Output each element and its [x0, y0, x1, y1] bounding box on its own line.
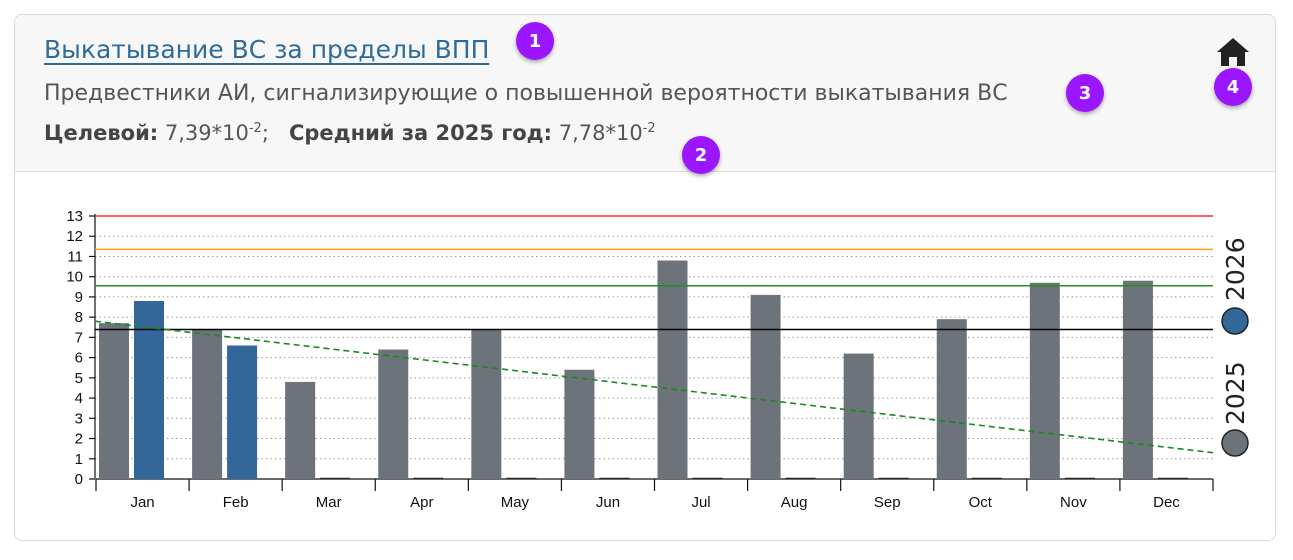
- y-tick-label: 2: [75, 431, 83, 448]
- y-tick-label: 7: [75, 329, 83, 346]
- y-tick-label: 9: [75, 289, 83, 306]
- bar-2025-Oct: [936, 319, 967, 479]
- chart-card: Выкатывание ВС за пределы ВПП Предвестни…: [14, 14, 1276, 541]
- average-label: Средний за 2025 год:: [288, 121, 553, 145]
- annotation-badge-4: 4: [1214, 68, 1252, 106]
- x-tick-label: Apr: [410, 494, 433, 511]
- chart-subtitle: Предвестники АИ, сигнализирующие о повыш…: [44, 81, 1008, 106]
- annotation-badge-3: 3: [1066, 74, 1104, 112]
- average-exponent: -2: [642, 121, 656, 136]
- bar-2025-Dec: [1122, 280, 1153, 479]
- bar-2025-Mar: [285, 381, 316, 479]
- bar-2025-Apr: [378, 349, 409, 479]
- bar-2025-Feb: [192, 329, 223, 479]
- bar-2026-Feb: [227, 345, 258, 479]
- card-header: Выкатывание ВС за пределы ВПП Предвестни…: [15, 15, 1275, 172]
- annotation-badge-1: 1: [516, 22, 554, 60]
- y-tick-label: 8: [75, 309, 83, 326]
- x-tick-label: Aug: [781, 494, 808, 511]
- x-tick-label: May: [501, 494, 530, 511]
- y-tick-label: 13: [66, 208, 83, 225]
- legend-label-2025: 2025: [1221, 361, 1250, 425]
- legend-label-2026: 2026: [1221, 237, 1250, 301]
- y-tick-label: 12: [66, 228, 83, 245]
- x-tick-label: Jul: [691, 494, 710, 511]
- y-tick-label: 6: [75, 350, 83, 367]
- x-tick-label: Sep: [874, 494, 901, 511]
- y-tick-label: 10: [66, 269, 83, 286]
- target-separator: ;: [261, 121, 269, 145]
- x-tick-label: Dec: [1153, 494, 1180, 511]
- y-tick-label: 3: [75, 410, 83, 427]
- annotation-badge-2: 2: [682, 136, 720, 174]
- bar-2025-Aug: [750, 294, 781, 479]
- bar-2025-May: [471, 329, 502, 479]
- home-button[interactable]: [1215, 35, 1251, 69]
- y-tick-label: 0: [75, 471, 83, 488]
- x-tick-label: Jan: [130, 494, 154, 511]
- average-value: 7,78*10: [558, 121, 643, 145]
- x-tick-label: Feb: [223, 494, 249, 511]
- stats-line: Целевой: 7,39*10-2; Средний за 2025 год:…: [44, 121, 656, 145]
- x-tick-label: Mar: [316, 494, 342, 511]
- bar-2025-Jul: [657, 260, 688, 479]
- bar-2025-Jan: [99, 323, 129, 479]
- legend-marker-2026: [1221, 307, 1249, 335]
- x-tick-label: Jun: [596, 494, 620, 511]
- target-exponent: -2: [248, 121, 262, 136]
- y-tick-label: 4: [75, 390, 83, 407]
- y-tick-label: 5: [75, 370, 83, 387]
- chart-title-link[interactable]: Выкатывание ВС за пределы ВПП: [44, 35, 490, 64]
- target-value: 7,39*10: [164, 121, 249, 145]
- home-icon: [1217, 38, 1249, 66]
- legend-marker-2025: [1221, 429, 1249, 457]
- bar-2025-Jun: [564, 369, 595, 479]
- y-tick-label: 11: [67, 248, 83, 265]
- x-tick-label: Oct: [969, 494, 993, 511]
- bar-2025-Nov: [1029, 282, 1060, 479]
- bar-2025-Sep: [843, 353, 874, 479]
- bar-2026-Jan: [134, 300, 164, 479]
- y-tick-label: 1: [75, 451, 83, 468]
- target-label: Целевой:: [44, 121, 159, 145]
- trend-line: [94, 320, 1214, 454]
- x-tick-label: Nov: [1060, 494, 1087, 511]
